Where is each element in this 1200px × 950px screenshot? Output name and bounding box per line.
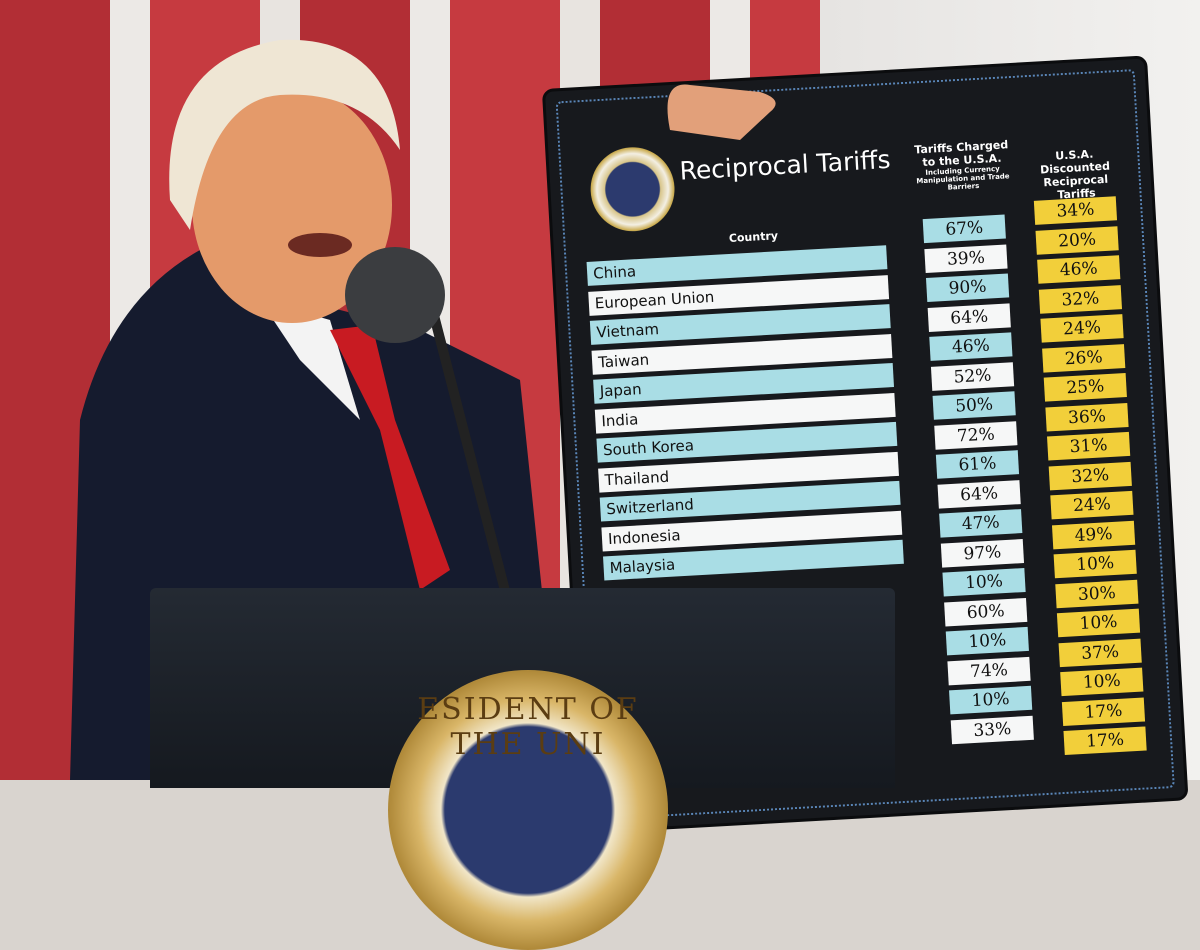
mouth xyxy=(288,233,352,257)
hand xyxy=(667,84,776,140)
mic-head xyxy=(345,247,445,343)
seal-text: ESIDENT OF THE UNI xyxy=(417,692,639,762)
mic-stand xyxy=(425,298,515,612)
hair xyxy=(169,39,400,230)
tie xyxy=(330,325,450,590)
podium: ESIDENT OF THE UNI xyxy=(150,588,895,950)
podium-seal: ESIDENT OF THE UNI xyxy=(388,670,668,950)
face xyxy=(192,87,392,323)
shirt xyxy=(260,300,360,420)
microphone xyxy=(345,84,776,612)
